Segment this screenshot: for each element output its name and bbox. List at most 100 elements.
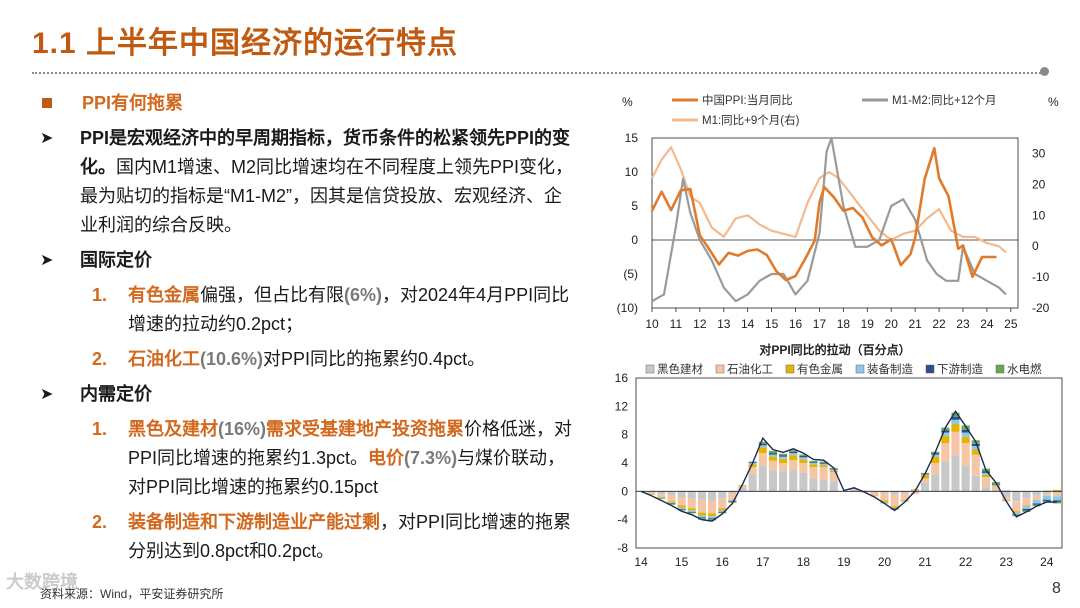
bar-segment — [880, 500, 889, 502]
bar-segment — [789, 453, 798, 456]
bar-segment — [677, 509, 686, 511]
item-highlight: 黑色及建材 — [128, 419, 218, 439]
bar-segment — [981, 475, 990, 478]
bar-segment — [900, 491, 909, 494]
bar-segment — [667, 495, 676, 502]
bar-segment — [829, 469, 838, 471]
bar-segment — [789, 455, 798, 461]
bar-segment — [1032, 495, 1041, 500]
bar-segment — [1012, 491, 1021, 502]
bar-segment — [900, 493, 909, 501]
y-left-tick-label: (5) — [623, 267, 638, 281]
slide-title: 1.1 上半年中国经济的运行特点 — [32, 27, 459, 60]
item-text: 有色金属偏强，但占比有限(6%)，对2024年4月PPI同比增速的拉动约0.2p… — [128, 281, 579, 339]
bar-segment — [1012, 512, 1021, 515]
bar-segment — [809, 478, 818, 492]
x-tick-label: 19 — [837, 555, 851, 569]
bar-segment — [992, 486, 1001, 490]
item-highlight: 需求受基建地产投资拖累 — [266, 419, 465, 439]
bar-segment — [819, 465, 828, 468]
bar-segment — [657, 491, 666, 495]
bar-segment — [819, 461, 828, 463]
y-right-tick-label: -20 — [1032, 301, 1050, 315]
y-left-tick-label: 10 — [625, 165, 639, 179]
bar-segment — [647, 492, 656, 495]
bar-segment — [768, 460, 777, 471]
bar-segment — [961, 465, 970, 492]
bar-segment — [951, 455, 960, 492]
item-text-part: ，对PPI同比增速的拖累分别达到0.8pct和0.2pct。 — [128, 512, 572, 561]
x-tick-label: 17 — [756, 555, 770, 569]
bar-segment — [799, 457, 808, 460]
arrow-bullet-icon: ➤ — [40, 252, 54, 269]
item-text: 装备制造和下游制造业产能过剩，对PPI同比增速的拖累分别达到0.8pct和0.2… — [128, 508, 579, 566]
page-number: 8 — [1052, 580, 1061, 597]
bar-segment — [768, 453, 777, 455]
bar-segment — [799, 455, 808, 458]
bar-segment — [697, 512, 706, 516]
bar-segment — [789, 460, 798, 471]
y-right-tick-label: 30 — [1032, 146, 1046, 160]
ppi-vs-m1-chart: 15 10 5 0 (5) (10) 30 20 10 0 -10 -20% % 10 11 12 13 14 15… — [617, 93, 1059, 331]
bar-segment — [1052, 502, 1061, 504]
bar-segment — [728, 491, 737, 495]
y-tick-label: 0 — [621, 484, 628, 498]
bar-segment — [657, 498, 666, 500]
bar-segment — [677, 509, 686, 510]
item-highlight: 石油化工 — [128, 349, 200, 369]
legend-label: 黑色建材 — [657, 362, 703, 376]
y-left-tick-label: 15 — [625, 131, 639, 145]
bar-segment — [971, 443, 980, 446]
item-text-part: 与煤价联动，对PPI同比增速的拖累约0.15pct — [128, 448, 566, 497]
bar-segment — [799, 463, 808, 473]
bar-segment — [921, 478, 930, 483]
bar-segment — [718, 511, 727, 513]
bar-segment — [667, 491, 676, 496]
bullet-2: ➤ 国际定价 — [34, 246, 579, 275]
bar-segment — [951, 424, 960, 432]
item-share: (6%) — [344, 285, 383, 305]
bar-segment — [779, 456, 788, 459]
bar-segment — [768, 470, 777, 492]
bar-segment — [941, 461, 950, 492]
bar-segment — [890, 507, 899, 509]
bar-segment — [941, 443, 950, 462]
bar-segment — [1042, 499, 1051, 502]
bar-segment — [931, 463, 940, 475]
bar-segment — [779, 471, 788, 492]
bar-segment — [981, 472, 990, 475]
arrow-bullet-icon: ➤ — [40, 386, 54, 403]
legend-label: 石油化工 — [727, 362, 773, 376]
bar-segment — [1022, 506, 1031, 509]
bar-segment — [708, 491, 717, 501]
bar-segment — [829, 470, 838, 473]
bullet-3-item-2: 2. 装备制造和下游制造业产能过剩，对PPI同比增速的拖累分别达到0.8pct和… — [34, 508, 579, 566]
y-left-tick-label: (10) — [617, 301, 638, 315]
bar-segment — [1012, 501, 1021, 512]
legend-label: M1-M2:同比+12个月 — [892, 94, 996, 107]
bullet-1-text: PPI是宏观经济中的早周期指标，货币条件的松紧领先PPI的变化。国内M1增速、M… — [80, 124, 579, 240]
bar-segment — [708, 518, 717, 519]
total-line — [640, 410, 1057, 522]
series-line-1 — [651, 136, 1007, 303]
bar-segment — [708, 500, 717, 514]
bar-segment — [971, 446, 980, 450]
bar-segment — [789, 451, 798, 454]
bar-segment — [718, 498, 727, 509]
bar-segment — [728, 501, 737, 502]
bar-segment — [799, 472, 808, 492]
bar-segment — [931, 456, 940, 463]
bar-segment — [951, 417, 960, 420]
bar-segment — [1032, 503, 1041, 505]
title-divider-dot — [1040, 67, 1049, 76]
bar-segment — [870, 492, 879, 496]
item-highlight: 有色金属 — [128, 285, 200, 305]
bar-segment — [677, 497, 686, 506]
bar-segment — [992, 485, 1001, 486]
bar-segment — [850, 489, 859, 492]
x-tick-label: 23 — [1000, 555, 1014, 569]
bar-segment — [738, 485, 747, 488]
bar-segment — [981, 477, 990, 488]
bar-segment — [809, 464, 818, 468]
bar-segment — [1022, 491, 1031, 499]
